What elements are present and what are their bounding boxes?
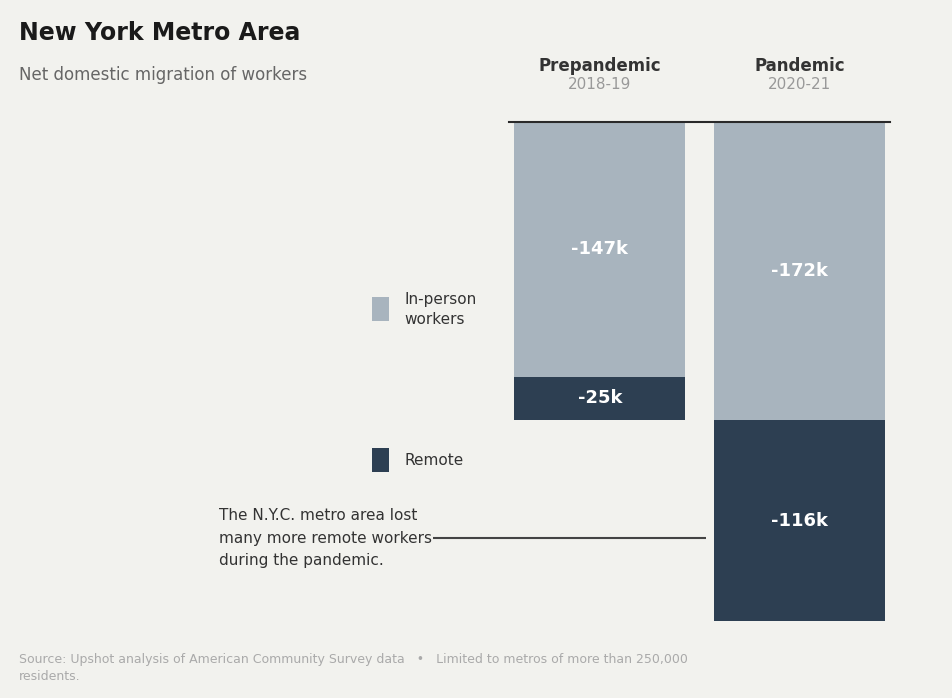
Text: Prepandemic: Prepandemic xyxy=(539,57,661,75)
Bar xyxy=(372,297,389,321)
Text: The N.Y.C. metro area lost
many more remote workers
during the pandemic.: The N.Y.C. metro area lost many more rem… xyxy=(219,508,432,567)
Text: 2018-19: 2018-19 xyxy=(568,77,631,92)
Text: New York Metro Area: New York Metro Area xyxy=(19,21,301,45)
Bar xyxy=(514,122,685,377)
Text: 2020-21: 2020-21 xyxy=(768,77,831,92)
Bar xyxy=(714,122,885,420)
Text: -116k: -116k xyxy=(771,512,828,530)
Text: Net domestic migration of workers: Net domestic migration of workers xyxy=(19,66,307,84)
Text: Pandemic: Pandemic xyxy=(754,57,845,75)
Text: Remote: Remote xyxy=(405,452,464,468)
Text: -172k: -172k xyxy=(771,262,828,280)
Bar xyxy=(372,448,389,472)
Bar xyxy=(714,420,885,621)
Text: Source: Upshot analysis of American Community Survey data   •   Limited to metro: Source: Upshot analysis of American Comm… xyxy=(19,653,688,683)
Text: In-person
workers: In-person workers xyxy=(405,292,477,327)
Text: -147k: -147k xyxy=(571,240,628,258)
Text: -25k: -25k xyxy=(578,389,622,408)
Bar xyxy=(514,377,685,420)
